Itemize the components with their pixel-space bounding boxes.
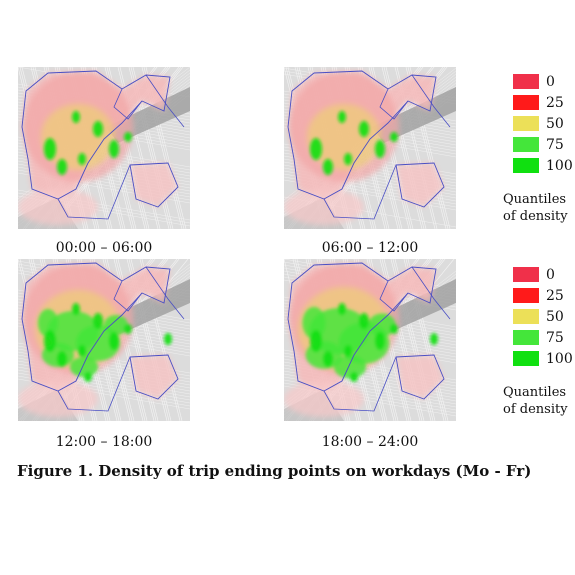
- time-caption-2: 06:00 – 12:00: [321, 240, 419, 256]
- time-caption-1: 00:00 – 06:00: [55, 240, 153, 256]
- time-caption-3: 12:00 – 18:00: [55, 434, 153, 450]
- map-panel-3: [18, 259, 190, 421]
- legend-label-50: 50: [546, 116, 564, 132]
- legend-label-50: 50: [546, 309, 564, 325]
- legend-swatch-25: [513, 95, 539, 110]
- map-panel-2: [284, 67, 456, 229]
- legend-label-25: 25: [546, 95, 564, 111]
- legend-swatch-100: [513, 158, 539, 173]
- legend-label-0: 0: [546, 267, 555, 283]
- legend-note-line1: Quantiles: [503, 192, 567, 207]
- legend-swatch-0: [513, 74, 539, 89]
- legend-note-line2: of density: [503, 402, 568, 417]
- map-panel-4: [284, 259, 456, 421]
- legend-label-75: 75: [546, 330, 564, 346]
- legend-note-line2: of density: [503, 209, 568, 224]
- figure-title: Figure 1. Density of trip ending points …: [17, 462, 532, 480]
- legend-swatch-75: [513, 330, 539, 345]
- legend-label-100: 100: [546, 351, 573, 367]
- legend-label-25: 25: [546, 288, 564, 304]
- legend-swatch-75: [513, 137, 539, 152]
- legend-label-100: 100: [546, 158, 573, 174]
- legend-swatch-50: [513, 309, 539, 324]
- legend-bottom: 0 25 50 75 100 Quantiles of density: [503, 266, 575, 417]
- legend-swatch-50: [513, 116, 539, 131]
- time-caption-4: 18:00 – 24:00: [321, 434, 419, 450]
- legend-note-line1: Quantiles: [503, 385, 567, 400]
- legend-swatch-0: [513, 267, 539, 282]
- legend-swatch-100: [513, 351, 539, 366]
- legend-swatch-25: [513, 288, 539, 303]
- legend-label-0: 0: [546, 74, 555, 90]
- map-panel-1: [18, 67, 190, 229]
- legend-top: 0 25 50 75 100 Quantiles of density: [503, 73, 575, 224]
- legend-label-75: 75: [546, 137, 564, 153]
